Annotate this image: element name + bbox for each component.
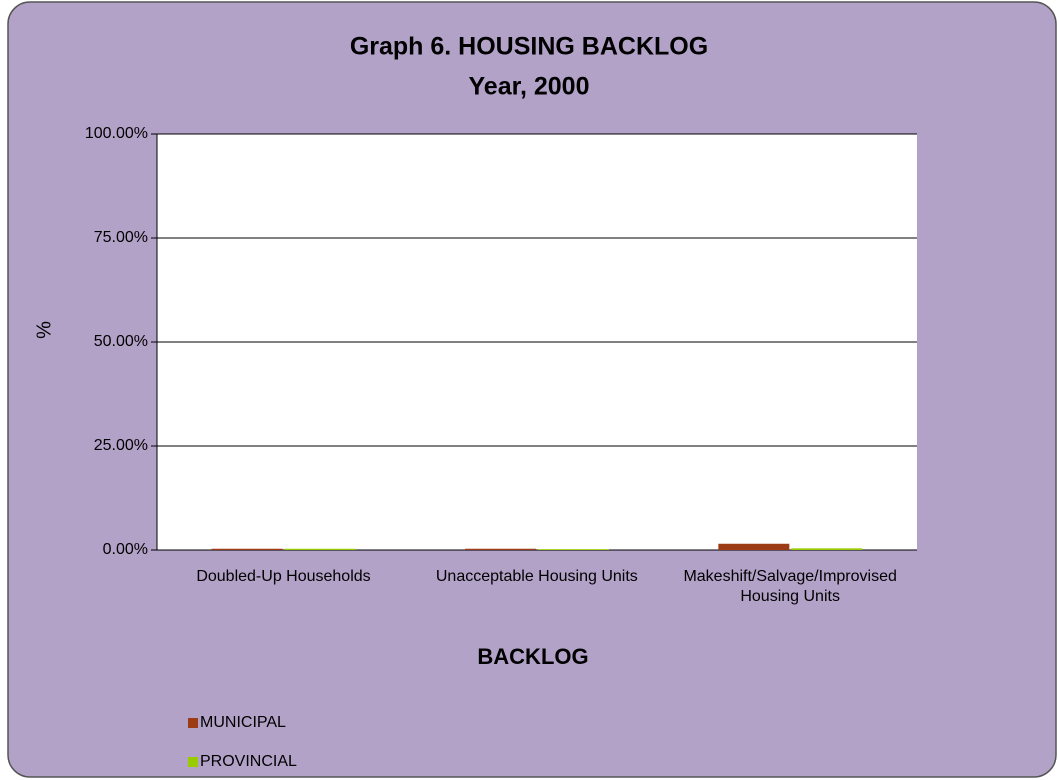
bar bbox=[538, 549, 609, 550]
bar bbox=[791, 548, 863, 550]
legend-swatch bbox=[188, 757, 198, 767]
chart-subtitle: Year, 2000 bbox=[469, 73, 590, 101]
bar bbox=[718, 543, 790, 550]
x-tick-label: Unacceptable Housing Units bbox=[435, 568, 638, 585]
legend-label: PROVINCIAL bbox=[200, 753, 297, 770]
x-tick-label: Doubled-Up Households bbox=[196, 568, 371, 585]
y-tick-label: 100.00% bbox=[85, 125, 148, 142]
bar bbox=[211, 548, 283, 550]
bar bbox=[284, 548, 356, 550]
bar bbox=[465, 548, 536, 550]
x-axis-title: BACKLOG bbox=[477, 644, 588, 669]
legend-swatch bbox=[188, 718, 198, 728]
legend-label: MUNICIPAL bbox=[200, 714, 286, 731]
y-tick-label: 0.00% bbox=[103, 541, 148, 558]
chart-title: Graph 6. HOUSING BACKLOG bbox=[350, 33, 708, 61]
y-tick-label: 25.00% bbox=[94, 437, 148, 454]
x-tick-label: Makeshift/Salvage/Improvised Housing Uni… bbox=[683, 568, 897, 605]
y-axis-title: % bbox=[33, 321, 55, 339]
y-tick-label: 75.00% bbox=[94, 229, 148, 246]
y-tick-label: 50.00% bbox=[94, 333, 148, 350]
